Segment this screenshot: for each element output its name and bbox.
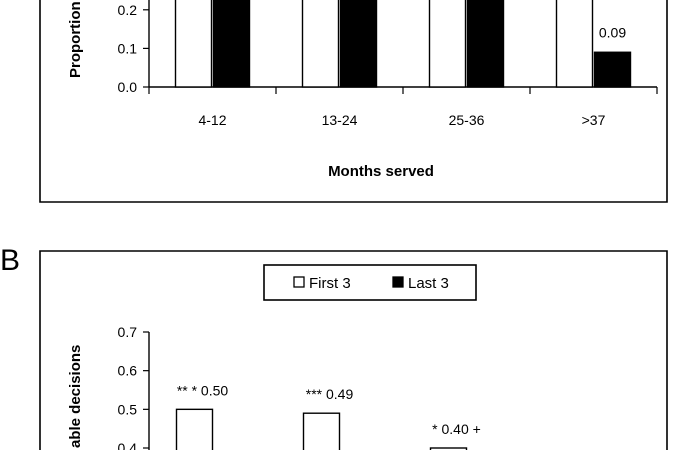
panel-a-y-tick-label: 0.2	[118, 2, 138, 18]
panel-a-bar-first-2	[428, 0, 467, 88]
legend-swatch-last-3	[392, 276, 404, 288]
panel-b-y-tick-label: 0.4	[118, 440, 138, 450]
panel-a-x-tick-label: 13-24	[322, 112, 358, 128]
panel-b-bar-first-2	[429, 447, 468, 450]
panel-a-ylabel: Proportion	[67, 1, 84, 78]
panel-b-data-label: * 0.40 +	[432, 421, 481, 437]
panel-b-legend: First 3 Last 3	[263, 264, 477, 301]
panel-b-bar-first-1	[302, 412, 341, 450]
panel-b-data-label: 0.33+	[566, 448, 601, 450]
panel-a-xlabel: Months served	[328, 163, 434, 180]
panel-a-bar-first-1	[301, 0, 340, 88]
panel-a-x-tick-label: >37	[582, 112, 606, 128]
panel-b-bar-first-0	[175, 408, 214, 450]
panel-b-data-label: ** * 0.50	[177, 382, 229, 398]
panel-a-bar-second-3	[593, 51, 632, 88]
panel-b-letter: B	[0, 244, 20, 277]
panel-a-y-tick-label: 0.1	[118, 40, 138, 56]
panel-a-bar-second-1	[339, 0, 378, 88]
panel-a-plot: 0.0 0.1 0.2 4-12 13-24 25-36 >37 0.09	[118, 0, 658, 128]
panel-b-plot: 0.4 0.5 0.6 0.7 ** * 0.50 *** 0.49 * 0.40 + 0.3…	[118, 324, 601, 450]
panel-b-frame	[39, 250, 668, 450]
legend-swatch-first-3	[293, 276, 305, 288]
panel-a-x-tick-label: 25-36	[449, 112, 485, 128]
panel-a-data-label: 0.09	[599, 24, 626, 40]
legend-label-last-3: Last 3	[408, 275, 449, 292]
panel-b-ylabel: able decisions	[67, 345, 84, 448]
panel-b-y-tick-label: 0.6	[118, 363, 138, 379]
legend-label-first-3: First 3	[309, 275, 351, 292]
panel-b-data-label: *** 0.49	[306, 386, 354, 402]
panel-b-y-tick-label: 0.7	[118, 324, 138, 340]
panel-b-y-tick-label: 0.5	[118, 401, 138, 417]
panel-a-y-tick-label: 0.0	[118, 79, 138, 95]
panel-a-bar-second-2	[466, 0, 505, 88]
panel-a-bar-first-0	[174, 0, 213, 88]
panel-a-bar-first-3	[555, 0, 594, 88]
panel-a-bar-second-0	[212, 0, 251, 88]
panel-a-x-tick-label: 4-12	[198, 112, 226, 128]
panel-a-frame	[39, 0, 668, 203]
